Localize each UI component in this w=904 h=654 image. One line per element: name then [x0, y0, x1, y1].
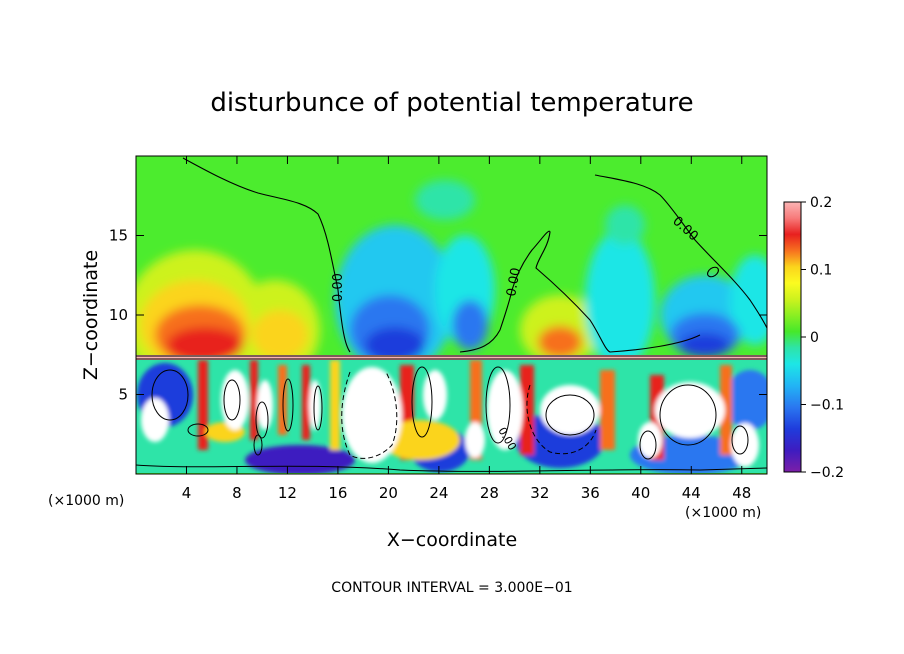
x-tick-label: 36 [581, 484, 600, 502]
contour-line-zero-upper [182, 157, 351, 353]
x-tick-label: 24 [429, 484, 448, 502]
x-tick-label: 20 [379, 484, 398, 502]
y-tick-label: 5 [118, 386, 128, 404]
chart-title: disturbunce of potential temperature [210, 88, 693, 118]
x-axis-label: X−coordinate [387, 529, 517, 551]
x-tick-label: 48 [732, 484, 751, 502]
y-axis-ticks: 5 10 15 [109, 227, 767, 404]
x-tick-label: 16 [328, 484, 347, 502]
contour-label: 0.00 [331, 273, 346, 302]
contour-line-zero-far-right [594, 174, 768, 329]
contour-interface [136, 355, 767, 360]
colorbar-tick-label: −0.1 [810, 398, 844, 414]
plot-area: 0.00 0.00 0.00 0.00 4 8 12 16 20 24 28 32 36 40 44… [109, 155, 768, 502]
x-tick-label: 8 [232, 484, 242, 502]
x-tick-label: 40 [631, 484, 650, 502]
x-tick-label: 12 [278, 484, 297, 502]
y-axis-label: Z−coordinate [80, 250, 102, 380]
colorbar-tick-label: 0.2 [810, 195, 832, 211]
contour-small-loop [707, 266, 719, 278]
contour-lower-cells [135, 366, 768, 472]
contour-line-zero-right [459, 230, 701, 353]
x-tick-label: 28 [480, 484, 499, 502]
colorbar-gradient [783, 201, 802, 473]
x-axis-ticks: 4 8 12 16 20 24 28 32 36 40 44 48 [182, 156, 751, 502]
x-unit-label-left: (×1000 m) [48, 493, 124, 509]
colorbar-tick-label: −0.2 [810, 465, 844, 481]
y-tick-label: 10 [109, 306, 128, 324]
colorbar-tick-label: 0 [810, 330, 819, 346]
contour-interval-note: CONTOUR INTERVAL = 3.000E−01 [331, 580, 572, 596]
colorbar-tick-label: 0.1 [810, 263, 832, 279]
contour-label: 0.00 [504, 267, 524, 298]
upper-layer-field [136, 180, 767, 356]
x-unit-label-right: (×1000 m) [685, 505, 761, 521]
colorbar: 0.2 0.1 0 −0.1 −0.2 [783, 195, 844, 481]
y-tick-label: 15 [109, 227, 128, 245]
contour-lines [135, 157, 768, 472]
x-tick-label: 44 [682, 484, 701, 502]
x-tick-label: 4 [182, 484, 192, 502]
lower-layer-field [136, 355, 767, 473]
colorbar-ticks: 0.2 0.1 0 −0.1 −0.2 [801, 195, 844, 481]
x-tick-label: 32 [530, 484, 549, 502]
